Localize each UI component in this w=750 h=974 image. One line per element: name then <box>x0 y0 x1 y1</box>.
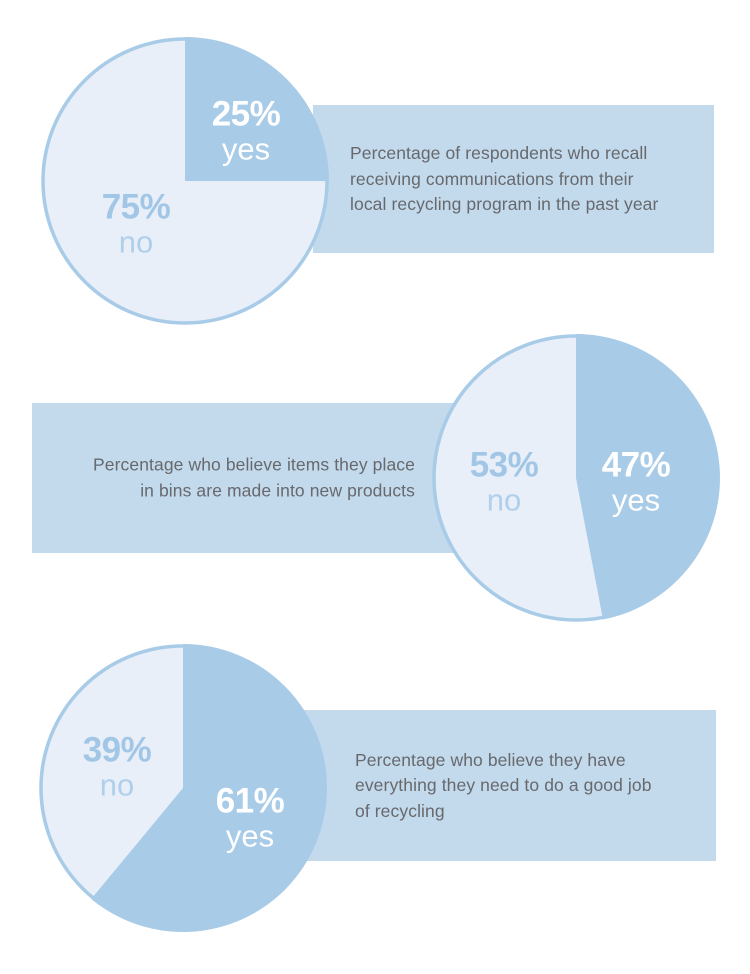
pie-chart-good-job: 39% no 61% yes <box>38 643 328 933</box>
pie-label-yes: 25% yes <box>211 94 281 167</box>
pie-chart-communications: 25% yes 75% no <box>40 36 330 326</box>
caption-line: Percentage of respondents who recall <box>350 142 648 163</box>
caption-line: in bins are made into new products <box>140 480 415 500</box>
yes-percentage: 25% <box>211 94 281 134</box>
yes-percentage: 47% <box>601 445 671 485</box>
no-word: no <box>118 224 154 260</box>
pie-slice-yes <box>185 37 329 181</box>
caption-band-3: Percentage who believe they have everyth… <box>300 710 716 861</box>
pie-label-no: 39% no <box>82 730 152 803</box>
caption-line: of recycling <box>355 800 445 821</box>
caption-band-1: Percentage of respondents who recall rec… <box>313 105 714 253</box>
caption-line: Percentage who believe items they place <box>92 454 415 475</box>
pie-graphic <box>41 37 329 325</box>
pie-graphic <box>432 334 721 622</box>
no-percentage: 53% <box>469 445 539 485</box>
no-word: no <box>99 767 135 803</box>
pie-label-no: 75% no <box>101 187 171 260</box>
pie-slice-yes <box>91 644 328 932</box>
caption-text-3: Percentage who believe they have everyth… <box>300 747 716 824</box>
caption-line: Percentage who believe they have <box>355 749 626 770</box>
yes-percentage: 61% <box>215 781 285 821</box>
pie-label-no: 53% no <box>469 445 539 518</box>
yes-word: yes <box>611 482 661 518</box>
no-percentage: 39% <box>82 730 152 770</box>
caption-band-2: Percentage who believe items they place … <box>32 403 455 553</box>
pie-label-yes: 47% yes <box>601 445 671 518</box>
pie-chart-new-products: 53% no 47% yes <box>431 333 721 623</box>
yes-word: yes <box>225 818 275 854</box>
caption-line: receiving communications from their <box>350 168 634 189</box>
pie-slice-yes <box>576 334 721 620</box>
yes-word: yes <box>221 131 271 167</box>
no-percentage: 75% <box>101 187 171 227</box>
caption-line: local recycling program in the past year <box>350 193 659 214</box>
no-word: no <box>486 482 522 518</box>
caption-line: everything they need to do a good job <box>355 774 652 795</box>
pie-label-yes: 61% yes <box>215 781 285 854</box>
pie-graphic <box>39 644 328 932</box>
caption-text-2: Percentage who believe items they place … <box>32 453 455 504</box>
caption-text-1: Percentage of respondents who recall rec… <box>313 141 714 218</box>
